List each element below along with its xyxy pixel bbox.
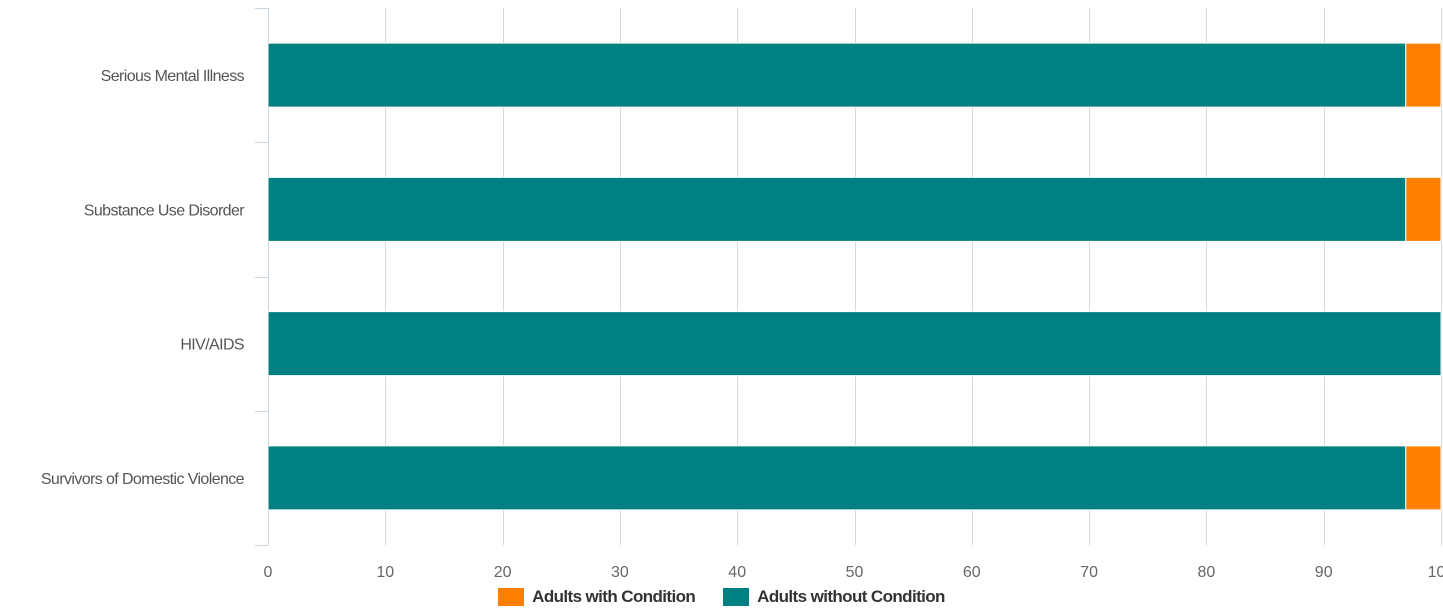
stacked-bar-chart: Serious Mental Illness Substance Use Diso…: [41, 8, 1443, 581]
x-tick-label-70: 70: [1080, 564, 1098, 581]
legend-item-without-condition[interactable]: Adults without Condition: [723, 587, 945, 607]
category-label-1: Substance Use Disorder: [84, 202, 245, 219]
x-tick-label-50: 50: [846, 564, 864, 581]
legend: Adults with Condition Adults without Con…: [0, 587, 1443, 607]
category-label-3: Survivors of Domestic Violence: [41, 471, 245, 488]
x-tick-label-100: 100: [1428, 564, 1443, 581]
x-tick-label-60: 60: [963, 564, 981, 581]
category-label-2: HIV/AIDS: [180, 337, 244, 354]
x-tick-label-20: 20: [494, 564, 512, 581]
legend-label-with-condition: Adults with Condition: [532, 587, 696, 606]
x-tick-label-90: 90: [1315, 564, 1333, 581]
bar-without-condition-0: [267, 42, 1407, 108]
x-tick-label-80: 80: [1198, 564, 1216, 581]
x-tick-label-30: 30: [611, 564, 629, 581]
legend-swatch-without-condition: [723, 588, 750, 606]
x-tick-label-10: 10: [376, 564, 394, 581]
bar-with-condition-3: [1405, 445, 1442, 511]
bar-without-condition-2: [267, 311, 1442, 377]
x-tick-label-40: 40: [728, 564, 746, 581]
legend-label-without-condition: Adults without Condition: [757, 587, 945, 606]
legend-item-with-condition[interactable]: Adults with Condition: [498, 587, 696, 607]
bar-with-condition-1: [1405, 176, 1442, 242]
category-label-0: Serious Mental Illness: [101, 68, 245, 85]
bar-without-condition-3: [267, 445, 1407, 511]
bar-without-condition-1: [267, 176, 1407, 242]
bar-with-condition-0: [1405, 42, 1442, 108]
x-tick-label-0: 0: [264, 564, 273, 581]
legend-swatch-with-condition: [498, 588, 525, 606]
